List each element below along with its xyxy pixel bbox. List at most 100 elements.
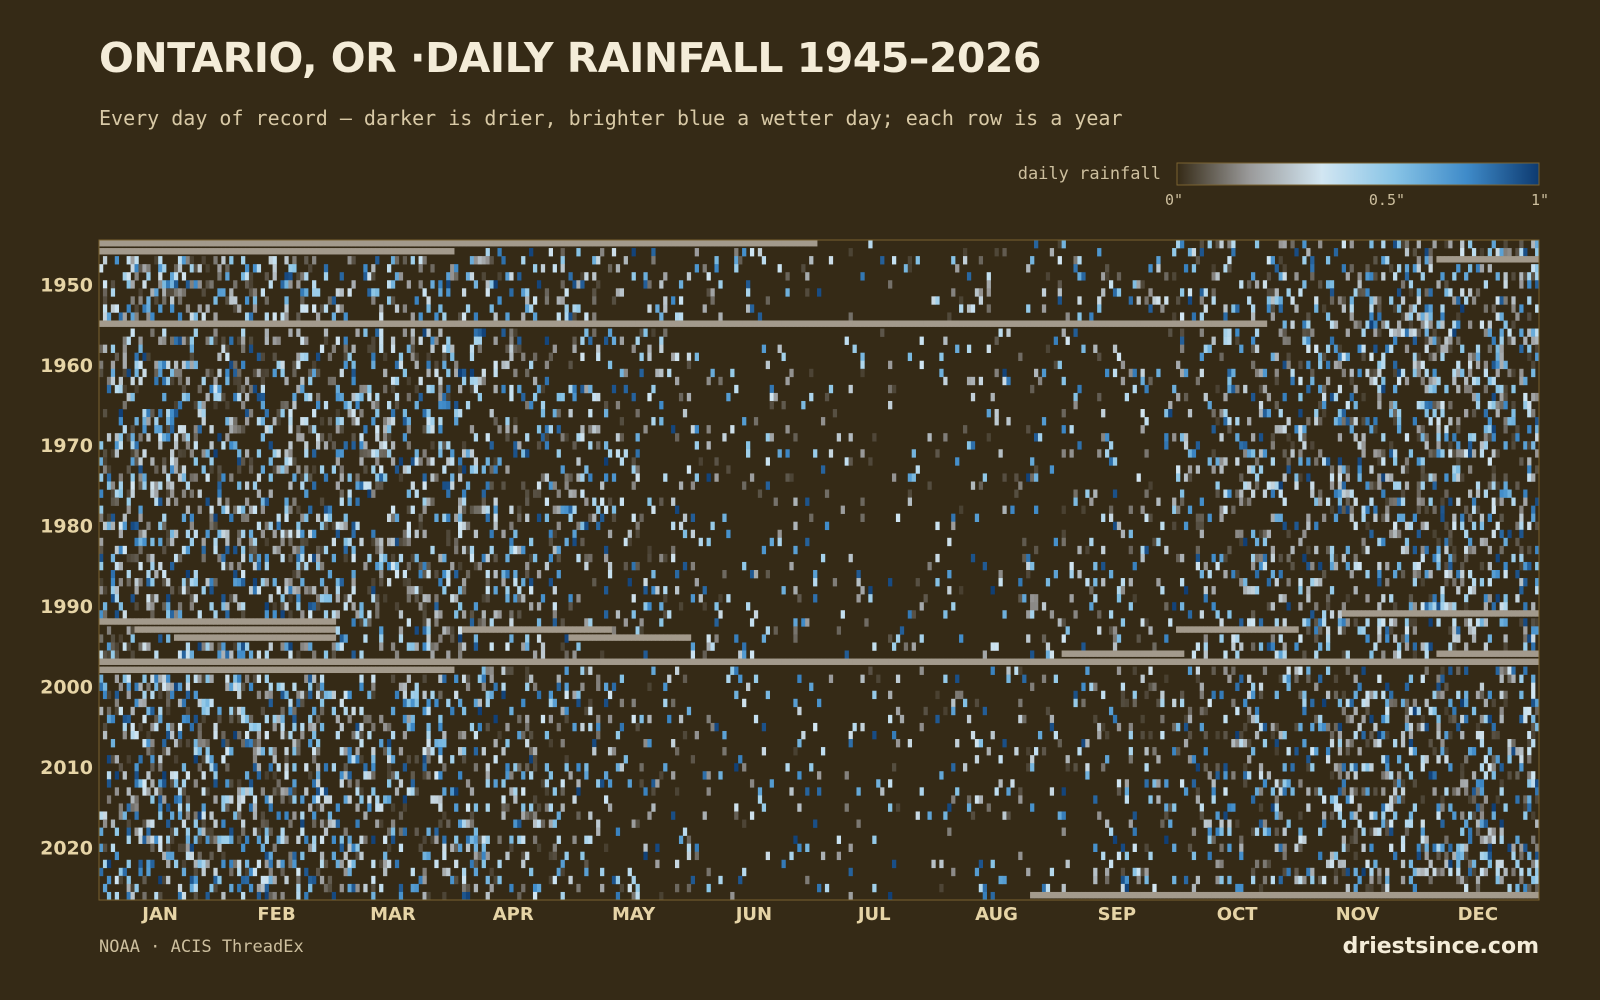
missing-cell (166, 240, 171, 247)
missing-cell (1519, 256, 1524, 263)
missing-cell (489, 626, 494, 633)
rain-day-cell (418, 256, 423, 265)
rain-day-cell (1420, 400, 1425, 410)
rain-day-cell (454, 368, 459, 378)
rain-day-cell (1002, 248, 1007, 257)
missing-cell (678, 240, 684, 247)
missing-cell (268, 618, 273, 625)
rain-day-cell (422, 626, 427, 635)
rain-day-cell (300, 513, 305, 523)
rain-day-cell (1365, 368, 1370, 378)
rain-day-cell (351, 280, 356, 289)
rain-day-cell (355, 473, 360, 482)
missing-cell (548, 320, 554, 327)
rain-day-cell (130, 296, 135, 305)
rain-day-cell (446, 626, 451, 635)
missing-cell (1037, 320, 1043, 327)
rain-day-cell (1227, 610, 1232, 619)
missing-cell (241, 320, 246, 327)
missing-cell (146, 240, 151, 247)
rain-day-cell (1487, 376, 1492, 386)
rain-day-cell (339, 489, 344, 498)
rain-day-cell (706, 288, 711, 297)
rain-day-cell (331, 537, 337, 547)
rain-day-cell (1428, 312, 1433, 321)
rain-day-cell (1373, 272, 1378, 281)
rain-day-cell (1483, 618, 1489, 627)
rain-day-cell (446, 529, 451, 539)
rain-day-cell (126, 392, 131, 402)
rain-day-cell (1475, 344, 1481, 353)
rain-day-cell (201, 553, 206, 563)
rain-day-cell (485, 594, 490, 603)
rain-day-cell (1361, 344, 1366, 353)
rain-day-cell (1428, 570, 1433, 579)
rain-day-cell (1377, 296, 1382, 305)
missing-cell (1527, 650, 1532, 657)
missing-cell (560, 240, 565, 247)
missing-cell (1507, 256, 1512, 263)
missing-cell (343, 248, 348, 255)
rain-day-cell (848, 248, 853, 257)
rain-day-cell (1483, 280, 1489, 289)
rain-day-cell (678, 602, 684, 611)
rain-day-cell (339, 368, 344, 378)
rain-day-cell (154, 296, 159, 305)
rain-day-cell (1456, 473, 1461, 482)
rain-day-cell (442, 360, 447, 370)
rain-day-cell (205, 449, 210, 458)
rain-day-cell (1420, 425, 1425, 434)
missing-cell (315, 626, 321, 633)
rain-day-cell (181, 578, 187, 587)
rain-day-cell (596, 521, 601, 531)
missing-cell (134, 626, 139, 633)
rain-day-cell (110, 304, 116, 313)
rain-day-cell (1298, 602, 1303, 611)
rain-day-cell (1282, 618, 1287, 627)
rain-day-cell (130, 425, 135, 434)
rain-day-cell (1523, 602, 1528, 611)
rain-day-cell (706, 634, 711, 643)
rain-day-cell (1456, 296, 1461, 305)
rain-day-cell (635, 473, 640, 482)
rain-day-cell (292, 360, 297, 370)
missing-cell (592, 626, 597, 633)
rain-day-cell (1424, 642, 1429, 651)
rain-day-cell (580, 272, 585, 281)
rain-day-cell (1444, 336, 1449, 345)
rain-day-cell (501, 529, 506, 539)
rain-day-cell (130, 441, 135, 450)
missing-cell (331, 320, 337, 327)
rain-day-cell (237, 529, 242, 539)
rain-day-cell (402, 529, 408, 539)
rain-day-cell (185, 280, 191, 289)
rain-day-cell (1436, 561, 1441, 571)
missing-cell (1061, 320, 1066, 327)
missing-cell (304, 658, 309, 665)
rain-day-cell (1369, 481, 1374, 490)
rain-day-cell (1440, 272, 1445, 281)
rain-day-cell (221, 561, 226, 571)
rain-day-cell (1396, 497, 1402, 506)
rain-day-cell (1432, 240, 1437, 249)
rain-day-cell (394, 650, 400, 659)
rain-day-cell (1093, 594, 1098, 603)
rain-day-cell (244, 409, 250, 418)
rain-day-cell (327, 417, 333, 426)
rain-day-cell (284, 465, 289, 474)
rain-day-cell (529, 553, 534, 563)
missing-cell (461, 658, 467, 665)
rain-day-cell (576, 433, 581, 442)
missing-cell (110, 658, 116, 665)
rain-day-cell (513, 449, 518, 458)
rain-day-cell (158, 561, 163, 571)
rain-day-cell (308, 586, 313, 595)
rain-day-cell (1207, 513, 1212, 523)
rain-day-cell (1176, 360, 1181, 370)
missing-cell (280, 634, 285, 641)
rain-day-cell (1282, 521, 1287, 531)
rain-day-cell (682, 561, 688, 571)
rain-day-cell (1467, 352, 1473, 362)
rain-day-cell (170, 368, 175, 378)
rain-day-cell (1026, 570, 1031, 579)
